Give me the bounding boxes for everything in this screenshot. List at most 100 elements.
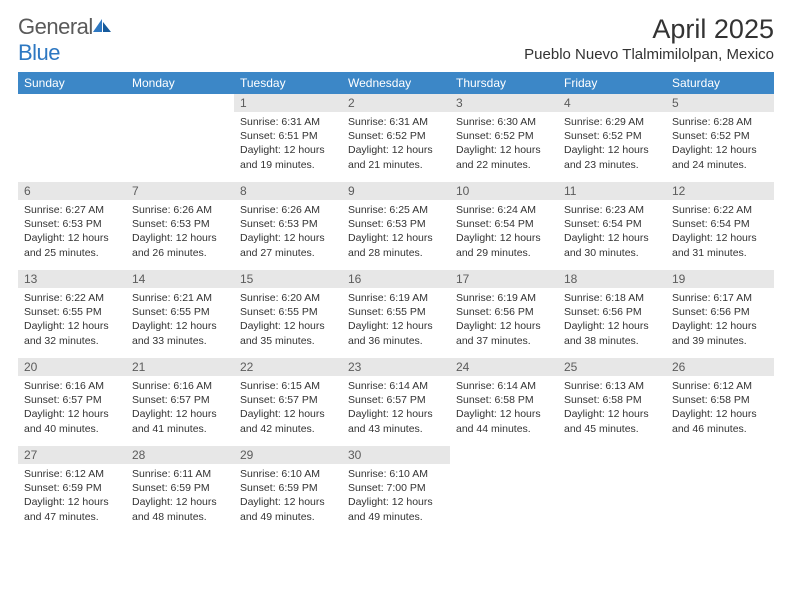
- day-body: Sunrise: 6:27 AMSunset: 6:53 PMDaylight:…: [18, 200, 126, 264]
- sunrise-text: Sunrise: 6:22 AM: [672, 203, 768, 217]
- sunset-text: Sunset: 6:52 PM: [564, 129, 660, 143]
- day-number: 30: [342, 446, 450, 464]
- day-number: 3: [450, 94, 558, 112]
- day-number: 11: [558, 182, 666, 200]
- day-body: Sunrise: 6:23 AMSunset: 6:54 PMDaylight:…: [558, 200, 666, 264]
- day-cell: [558, 446, 666, 534]
- sunrise-text: Sunrise: 6:16 AM: [24, 379, 120, 393]
- daylight-text: Daylight: 12 hours and 40 minutes.: [24, 407, 120, 435]
- day-body: Sunrise: 6:19 AMSunset: 6:56 PMDaylight:…: [450, 288, 558, 352]
- week-row: 1Sunrise: 6:31 AMSunset: 6:51 PMDaylight…: [18, 94, 774, 182]
- daylight-text: Daylight: 12 hours and 41 minutes.: [132, 407, 228, 435]
- day-cell: 25Sunrise: 6:13 AMSunset: 6:58 PMDayligh…: [558, 358, 666, 446]
- day-cell: [126, 94, 234, 182]
- day-cell: 28Sunrise: 6:11 AMSunset: 6:59 PMDayligh…: [126, 446, 234, 534]
- daylight-text: Daylight: 12 hours and 28 minutes.: [348, 231, 444, 259]
- day-body: Sunrise: 6:24 AMSunset: 6:54 PMDaylight:…: [450, 200, 558, 264]
- sunset-text: Sunset: 6:56 PM: [564, 305, 660, 319]
- day-cell: [666, 446, 774, 534]
- day-cell: 30Sunrise: 6:10 AMSunset: 7:00 PMDayligh…: [342, 446, 450, 534]
- sunrise-text: Sunrise: 6:12 AM: [24, 467, 120, 481]
- day-number: 2: [342, 94, 450, 112]
- daylight-text: Daylight: 12 hours and 22 minutes.: [456, 143, 552, 171]
- sunset-text: Sunset: 6:52 PM: [672, 129, 768, 143]
- daylight-text: Daylight: 12 hours and 35 minutes.: [240, 319, 336, 347]
- weekday-wednesday: Wednesday: [342, 72, 450, 94]
- brand-part2: Blue: [18, 40, 60, 65]
- day-number: 27: [18, 446, 126, 464]
- sunrise-text: Sunrise: 6:18 AM: [564, 291, 660, 305]
- day-number: 8: [234, 182, 342, 200]
- day-cell: 20Sunrise: 6:16 AMSunset: 6:57 PMDayligh…: [18, 358, 126, 446]
- day-number: 9: [342, 182, 450, 200]
- day-body: Sunrise: 6:17 AMSunset: 6:56 PMDaylight:…: [666, 288, 774, 352]
- daylight-text: Daylight: 12 hours and 29 minutes.: [456, 231, 552, 259]
- sunset-text: Sunset: 6:56 PM: [456, 305, 552, 319]
- daylight-text: Daylight: 12 hours and 26 minutes.: [132, 231, 228, 259]
- daylight-text: Daylight: 12 hours and 38 minutes.: [564, 319, 660, 347]
- day-cell: 29Sunrise: 6:10 AMSunset: 6:59 PMDayligh…: [234, 446, 342, 534]
- daylight-text: Daylight: 12 hours and 44 minutes.: [456, 407, 552, 435]
- daylight-text: Daylight: 12 hours and 30 minutes.: [564, 231, 660, 259]
- day-body: Sunrise: 6:19 AMSunset: 6:55 PMDaylight:…: [342, 288, 450, 352]
- daylight-text: Daylight: 12 hours and 49 minutes.: [240, 495, 336, 523]
- weekday-thursday: Thursday: [450, 72, 558, 94]
- daylight-text: Daylight: 12 hours and 23 minutes.: [564, 143, 660, 171]
- day-cell: 15Sunrise: 6:20 AMSunset: 6:55 PMDayligh…: [234, 270, 342, 358]
- sunrise-text: Sunrise: 6:12 AM: [672, 379, 768, 393]
- weeks-container: 1Sunrise: 6:31 AMSunset: 6:51 PMDaylight…: [18, 94, 774, 534]
- sunrise-text: Sunrise: 6:25 AM: [348, 203, 444, 217]
- sunset-text: Sunset: 6:59 PM: [132, 481, 228, 495]
- day-number: 20: [18, 358, 126, 376]
- day-number: 19: [666, 270, 774, 288]
- day-body: Sunrise: 6:21 AMSunset: 6:55 PMDaylight:…: [126, 288, 234, 352]
- daylight-text: Daylight: 12 hours and 45 minutes.: [564, 407, 660, 435]
- day-cell: 24Sunrise: 6:14 AMSunset: 6:58 PMDayligh…: [450, 358, 558, 446]
- day-body: Sunrise: 6:15 AMSunset: 6:57 PMDaylight:…: [234, 376, 342, 440]
- day-cell: 13Sunrise: 6:22 AMSunset: 6:55 PMDayligh…: [18, 270, 126, 358]
- day-number: 12: [666, 182, 774, 200]
- sunrise-text: Sunrise: 6:13 AM: [564, 379, 660, 393]
- page-header: General Blue April 2025 Pueblo Nuevo Tla…: [18, 14, 774, 66]
- sunset-text: Sunset: 6:53 PM: [132, 217, 228, 231]
- day-number: 7: [126, 182, 234, 200]
- daylight-text: Daylight: 12 hours and 24 minutes.: [672, 143, 768, 171]
- sunrise-text: Sunrise: 6:23 AM: [564, 203, 660, 217]
- day-body: Sunrise: 6:10 AMSunset: 7:00 PMDaylight:…: [342, 464, 450, 528]
- sunset-text: Sunset: 6:51 PM: [240, 129, 336, 143]
- day-body: Sunrise: 6:30 AMSunset: 6:52 PMDaylight:…: [450, 112, 558, 176]
- day-number: 15: [234, 270, 342, 288]
- daylight-text: Daylight: 12 hours and 19 minutes.: [240, 143, 336, 171]
- daylight-text: Daylight: 12 hours and 21 minutes.: [348, 143, 444, 171]
- day-cell: 27Sunrise: 6:12 AMSunset: 6:59 PMDayligh…: [18, 446, 126, 534]
- day-number: 4: [558, 94, 666, 112]
- day-number: 23: [342, 358, 450, 376]
- day-number: 16: [342, 270, 450, 288]
- sunrise-text: Sunrise: 6:19 AM: [348, 291, 444, 305]
- sunrise-text: Sunrise: 6:10 AM: [240, 467, 336, 481]
- day-body: Sunrise: 6:13 AMSunset: 6:58 PMDaylight:…: [558, 376, 666, 440]
- day-cell: [18, 94, 126, 182]
- day-cell: 23Sunrise: 6:14 AMSunset: 6:57 PMDayligh…: [342, 358, 450, 446]
- day-cell: 9Sunrise: 6:25 AMSunset: 6:53 PMDaylight…: [342, 182, 450, 270]
- sunrise-text: Sunrise: 6:29 AM: [564, 115, 660, 129]
- day-body: Sunrise: 6:26 AMSunset: 6:53 PMDaylight:…: [234, 200, 342, 264]
- sunset-text: Sunset: 6:57 PM: [240, 393, 336, 407]
- day-number: 24: [450, 358, 558, 376]
- day-cell: 26Sunrise: 6:12 AMSunset: 6:58 PMDayligh…: [666, 358, 774, 446]
- calendar-grid: Sunday Monday Tuesday Wednesday Thursday…: [18, 72, 774, 534]
- day-number: 1: [234, 94, 342, 112]
- daylight-text: Daylight: 12 hours and 33 minutes.: [132, 319, 228, 347]
- sunrise-text: Sunrise: 6:26 AM: [132, 203, 228, 217]
- sunset-text: Sunset: 6:54 PM: [456, 217, 552, 231]
- day-cell: 11Sunrise: 6:23 AMSunset: 6:54 PMDayligh…: [558, 182, 666, 270]
- sunrise-text: Sunrise: 6:19 AM: [456, 291, 552, 305]
- day-cell: 1Sunrise: 6:31 AMSunset: 6:51 PMDaylight…: [234, 94, 342, 182]
- day-number: 21: [126, 358, 234, 376]
- sunset-text: Sunset: 6:58 PM: [456, 393, 552, 407]
- day-number: 14: [126, 270, 234, 288]
- day-number: 28: [126, 446, 234, 464]
- daylight-text: Daylight: 12 hours and 25 minutes.: [24, 231, 120, 259]
- day-cell: [450, 446, 558, 534]
- day-cell: 17Sunrise: 6:19 AMSunset: 6:56 PMDayligh…: [450, 270, 558, 358]
